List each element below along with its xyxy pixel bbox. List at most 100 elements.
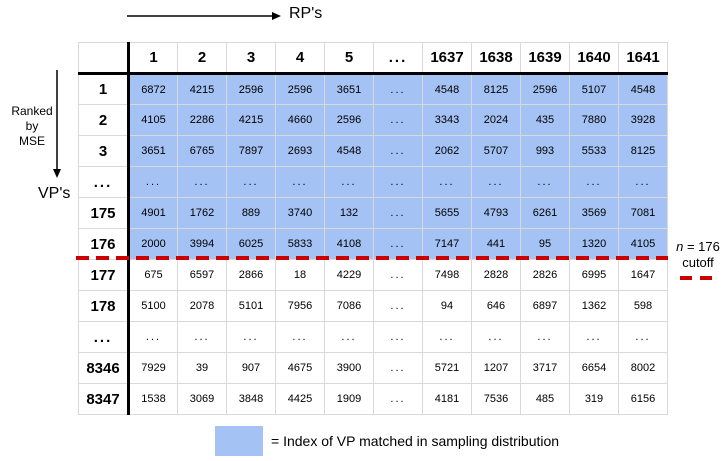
row-header: 175 <box>78 197 130 229</box>
cell: 7880 <box>569 104 619 136</box>
cutoff-annotation: n = 176 cutoff <box>672 239 724 280</box>
ranked-by-mse-line3: MSE <box>18 134 45 148</box>
cell: 18 <box>275 259 325 291</box>
cell: 4215 <box>226 104 276 136</box>
cell: 3848 <box>226 383 276 415</box>
row-header: 177 <box>78 259 130 291</box>
cutoff-label: n = 176 <box>672 239 724 255</box>
cell: 2062 <box>422 135 472 167</box>
cell: 2596 <box>226 73 276 105</box>
cell: ... <box>373 135 423 167</box>
cell: ... <box>324 321 374 353</box>
cell: 7956 <box>275 290 325 322</box>
col-header: 5 <box>324 42 374 75</box>
row-header: ... <box>78 321 130 353</box>
cell: ... <box>128 321 178 353</box>
cutoff-line <box>76 256 668 260</box>
cell: 598 <box>618 290 668 322</box>
row-header: 2 <box>78 104 130 136</box>
cell: ... <box>226 166 276 198</box>
cell: 1647 <box>618 259 668 291</box>
cell: ... <box>373 352 423 384</box>
cell: 4548 <box>618 73 668 105</box>
cutoff-n: n <box>676 239 684 254</box>
cell: 7498 <box>422 259 472 291</box>
corner-cell <box>78 42 130 75</box>
cell: ... <box>520 166 570 198</box>
col-header: 1 <box>128 42 178 75</box>
cell: 1362 <box>569 290 619 322</box>
cell: 6025 <box>226 228 276 260</box>
cell: ... <box>324 166 374 198</box>
cell: 3569 <box>569 197 619 229</box>
col-header: ... <box>373 42 423 75</box>
cell: 2596 <box>324 104 374 136</box>
cell: 8125 <box>471 73 521 105</box>
table-row: 8347 1538 3069 3848 4425 1909... 4181 7536 485 31… <box>78 383 668 415</box>
row-header: 8346 <box>78 352 130 384</box>
cell: 2693 <box>275 135 325 167</box>
cell: 3069 <box>177 383 227 415</box>
cell: 3900 <box>324 352 374 384</box>
cell: 4181 <box>422 383 472 415</box>
cell: 6872 <box>128 73 178 105</box>
cell: ... <box>422 166 472 198</box>
cell: 907 <box>226 352 276 384</box>
cell: 4548 <box>422 73 472 105</box>
legend-swatch <box>215 426 263 456</box>
cell: 1762 <box>177 197 227 229</box>
cell: 2024 <box>471 104 521 136</box>
cell: ... <box>422 321 472 353</box>
vp-direction-arrow <box>53 70 61 178</box>
cell: 5833 <box>275 228 325 260</box>
legend-text: = Index of VP matched in sampling distri… <box>271 433 560 449</box>
cell: 2286 <box>177 104 227 136</box>
cell: ... <box>471 166 521 198</box>
cell: 1320 <box>569 228 619 260</box>
cell: ... <box>373 259 423 291</box>
cell: 3651 <box>128 135 178 167</box>
cell: 5100 <box>128 290 178 322</box>
cell: 5721 <box>422 352 472 384</box>
cell: 5533 <box>569 135 619 167</box>
row-header: ... <box>78 166 130 198</box>
cell: 1909 <box>324 383 374 415</box>
cell: 6156 <box>618 383 668 415</box>
cell: 8002 <box>618 352 668 384</box>
cell: 4105 <box>128 104 178 136</box>
cell: ... <box>373 73 423 105</box>
cell: 3740 <box>275 197 325 229</box>
cell: 95 <box>520 228 570 260</box>
col-header: 1639 <box>520 42 570 75</box>
rp-direction-arrow <box>127 12 281 20</box>
table-row: .................................... <box>78 166 668 198</box>
cell: 2596 <box>275 73 325 105</box>
cell: 993 <box>520 135 570 167</box>
col-header: 2 <box>177 42 227 75</box>
cell: 2078 <box>177 290 227 322</box>
cell: 4901 <box>128 197 178 229</box>
cell: 3994 <box>177 228 227 260</box>
cell: 2596 <box>520 73 570 105</box>
cell: ... <box>373 383 423 415</box>
cell: 7897 <box>226 135 276 167</box>
cell: 3651 <box>324 73 374 105</box>
table-row: .................................... <box>78 321 668 353</box>
rp-axis-label: RP's <box>289 5 323 22</box>
cell: 485 <box>520 383 570 415</box>
cell: 4793 <box>471 197 521 229</box>
cell: ... <box>373 321 423 353</box>
cell: ... <box>128 166 178 198</box>
cutoff-word: cutoff <box>682 255 714 270</box>
cell: 6765 <box>177 135 227 167</box>
cell: 1207 <box>471 352 521 384</box>
table-row: 176 2000 3994 6025 5833 4108... 7147 441 95 1320 4… <box>78 228 668 260</box>
cell: ... <box>569 321 619 353</box>
cell: 4108 <box>324 228 374 260</box>
cell: ... <box>226 321 276 353</box>
cell: 3928 <box>618 104 668 136</box>
row-header: 3 <box>78 135 130 167</box>
cell: ... <box>471 321 521 353</box>
cell: 4675 <box>275 352 325 384</box>
cell: 2828 <box>471 259 521 291</box>
